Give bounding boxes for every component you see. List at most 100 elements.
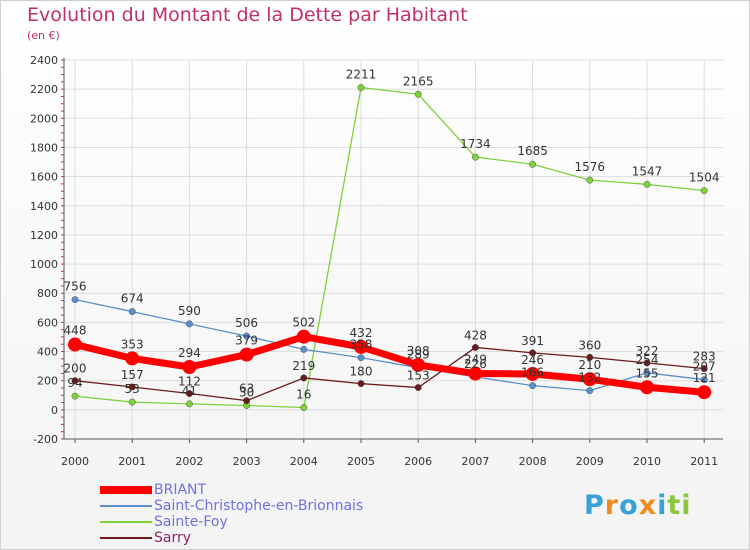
data-point xyxy=(529,349,536,357)
data-point xyxy=(300,374,308,382)
data-label: 180 xyxy=(350,365,373,379)
data-point xyxy=(71,392,79,400)
data-label: 1547 xyxy=(632,164,663,178)
series-layer xyxy=(68,84,712,411)
data-point xyxy=(182,359,197,374)
data-point xyxy=(643,359,651,367)
legend-label: Saint-Christophe-en-Brionnais xyxy=(154,498,364,514)
logo-letter: t xyxy=(667,490,682,521)
data-label: 308 xyxy=(407,344,430,358)
data-point xyxy=(357,354,365,362)
data-point xyxy=(468,366,483,381)
data-label: 132 xyxy=(578,371,601,385)
legend-swatch xyxy=(100,505,152,507)
y-tick-label: 1800 xyxy=(30,141,58,154)
data-point xyxy=(300,404,308,411)
chart-title: Evolution du Montant de la Dette par Hab… xyxy=(27,4,468,26)
data-label: 2165 xyxy=(403,74,434,88)
data-point xyxy=(128,398,136,406)
data-label: 502 xyxy=(292,316,315,330)
legend-swatch xyxy=(100,486,152,494)
data-label: 200 xyxy=(64,362,87,376)
data-label: 16 xyxy=(296,388,311,402)
data-labels: 448 353 294 379 502 432 308 249 246 210 155 121 756 6… xyxy=(64,68,720,402)
data-point xyxy=(125,351,140,366)
data-label: 2211 xyxy=(346,68,377,82)
legend-label: Sainte-Foy xyxy=(154,514,228,530)
series-line-sainte-foy xyxy=(74,86,705,409)
data-point xyxy=(185,400,193,408)
series-line-briant xyxy=(71,333,708,396)
data-point xyxy=(185,390,193,397)
data-label: 289 xyxy=(407,348,430,362)
data-label: 674 xyxy=(121,292,144,306)
y-tick-label: 200 xyxy=(37,375,58,388)
data-point xyxy=(586,176,594,184)
x-tick-label: 2004 xyxy=(290,455,318,468)
data-label: 94 xyxy=(67,376,82,390)
data-label: 112 xyxy=(178,375,201,389)
data-label: 153 xyxy=(407,369,430,383)
data-point xyxy=(582,372,597,387)
legend-label: Sarry xyxy=(154,530,192,546)
data-point xyxy=(697,385,712,400)
data-point xyxy=(471,344,479,351)
data-label: 63 xyxy=(239,382,254,396)
logo-letter: i xyxy=(681,490,692,521)
data-label: 428 xyxy=(464,328,487,342)
data-point xyxy=(586,353,594,361)
data-label: 166 xyxy=(521,366,544,380)
data-label: 246 xyxy=(521,353,544,367)
data-point xyxy=(296,329,311,344)
data-label: 506 xyxy=(235,316,258,330)
y-tick-label: 2000 xyxy=(30,112,58,125)
y-tick-label: 1400 xyxy=(30,200,58,213)
logo-letter: x xyxy=(638,490,658,521)
data-point xyxy=(471,153,479,161)
data-point xyxy=(586,387,594,395)
x-tick-label: 2003 xyxy=(233,455,261,468)
data-point xyxy=(525,366,540,381)
logo-letter: r xyxy=(604,490,620,521)
x-tick-label: 2002 xyxy=(175,455,203,468)
y-tick-label: 1200 xyxy=(30,229,58,242)
y-tick-label: -200 xyxy=(33,433,58,446)
data-point xyxy=(640,380,654,395)
data-point xyxy=(354,339,368,354)
data-label: 358 xyxy=(350,338,373,352)
y-tick-label: 2200 xyxy=(30,83,58,96)
y-tick-label: 600 xyxy=(37,316,58,329)
data-point xyxy=(411,357,426,372)
y-tick-label: 1600 xyxy=(30,171,58,184)
data-point xyxy=(68,337,82,352)
y-tick-label: 2400 xyxy=(30,54,58,67)
data-point xyxy=(71,296,79,304)
data-label: 53 xyxy=(125,382,140,396)
y-tick-label: 400 xyxy=(37,346,58,359)
data-point xyxy=(700,376,708,384)
x-tick-label: 2009 xyxy=(576,455,604,468)
proxiti-logo: Proxiti xyxy=(584,490,692,521)
data-label: 360 xyxy=(578,338,601,352)
data-label: 391 xyxy=(521,334,544,348)
data-label: 157 xyxy=(121,368,144,382)
data-point xyxy=(300,345,308,353)
data-point xyxy=(239,347,254,362)
chart-subtitle: (en €) xyxy=(27,29,60,42)
data-point xyxy=(128,383,136,391)
y-tick-label: 800 xyxy=(37,287,58,300)
data-label: 226 xyxy=(464,357,487,371)
logo-letter: P xyxy=(584,490,605,521)
data-label: 207 xyxy=(693,360,716,374)
data-point xyxy=(643,180,651,188)
x-tick-label: 2008 xyxy=(519,455,547,468)
legend-swatch xyxy=(100,537,152,539)
data-label: 1685 xyxy=(517,144,548,158)
data-label: 448 xyxy=(64,324,87,338)
data-label: 210 xyxy=(578,358,601,372)
data-point xyxy=(700,187,708,195)
data-label: 283 xyxy=(693,350,716,364)
y-tick-label: 0 xyxy=(51,404,58,417)
legend-label: BRIANT xyxy=(154,482,207,498)
